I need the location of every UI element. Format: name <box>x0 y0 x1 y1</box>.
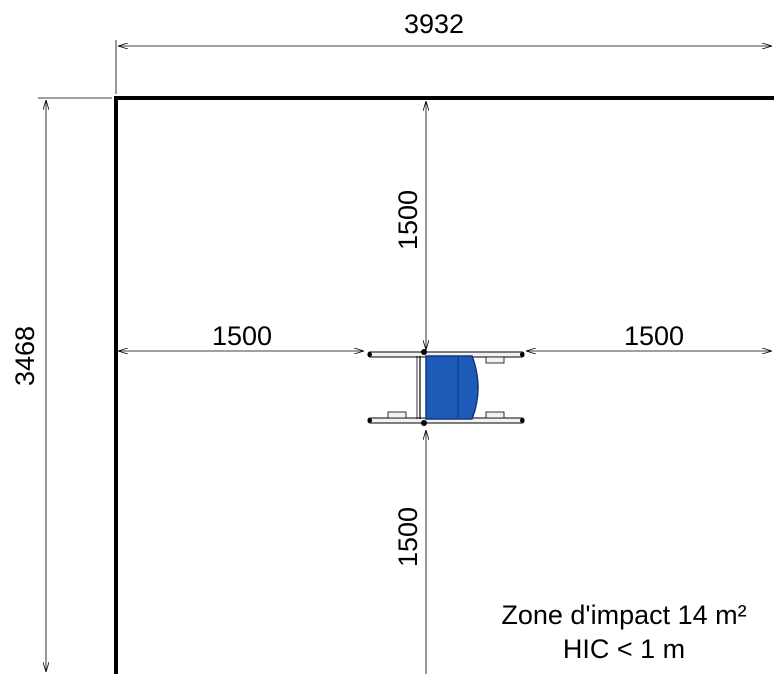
clearance-right-dimension: 1500 <box>526 321 772 351</box>
equipment-top-view <box>367 349 525 426</box>
clearance-left-dimension: 1500 <box>118 321 364 351</box>
note-line-2: HIC < 1 m <box>563 634 685 664</box>
zone-boundary <box>114 96 774 674</box>
seat-blue <box>425 355 479 420</box>
clearance-right-label: 1500 <box>624 321 684 351</box>
pivot-top <box>421 349 427 355</box>
height-dimension-label: 3468 <box>10 326 40 386</box>
clearance-top-label: 1500 <box>393 190 423 250</box>
extension-lines <box>38 40 117 99</box>
clearance-left-label: 1500 <box>212 321 272 351</box>
clearance-top-dimension: 1500 <box>393 101 426 350</box>
pivot-bottom <box>421 420 427 426</box>
note-line-1: Zone d'impact 14 m² <box>501 600 746 630</box>
clearance-bottom-dimension: 1500 <box>393 430 426 674</box>
clearance-bottom-label: 1500 <box>393 507 423 567</box>
width-dimension-label: 3932 <box>404 9 464 39</box>
width-dimension: 3932 <box>118 9 772 46</box>
height-dimension: 3468 <box>10 100 46 672</box>
impact-zone-note: Zone d'impact 14 m² HIC < 1 m <box>501 600 746 664</box>
